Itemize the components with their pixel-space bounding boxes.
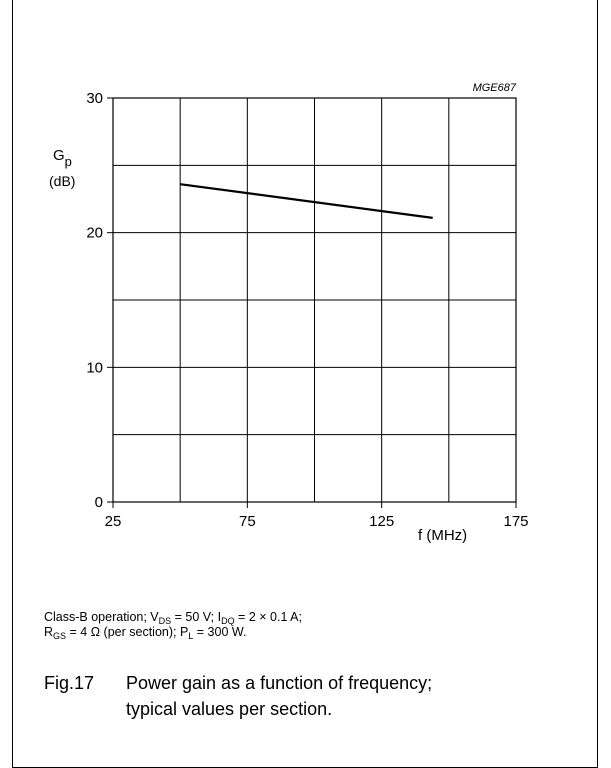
y-tick-label-30: 30 [86, 90, 103, 107]
chart-labels: MGE687 Gp (dB) f (MHz) [49, 82, 517, 544]
x-axis-label: f (MHz) [418, 527, 467, 544]
cond1-a-sub: DS [158, 616, 172, 626]
series-line-0 [180, 183, 433, 219]
x-tick-label-75: 75 [239, 513, 256, 530]
y-tick-label-20: 20 [86, 225, 103, 242]
cond1-b: = 50 V; I [171, 610, 222, 624]
conditions-line-1: Class-B operation; VDS = 50 V; IDQ = 2 ×… [44, 610, 302, 626]
x-tick-label-175: 175 [503, 513, 528, 530]
figure-number: Fig.17 [44, 673, 95, 693]
cond1-a: Class-B operation; V [44, 610, 159, 624]
y-axis-label-symbol: Gp [53, 147, 72, 169]
test-conditions: Class-B operation; VDS = 50 V; IDQ = 2 ×… [44, 610, 302, 641]
plot-border [112, 97, 517, 503]
chart-code: MGE687 [473, 82, 517, 94]
cond2-b: = 4 Ω (per section); P [66, 625, 189, 639]
y-axis-unit: (dB) [49, 173, 75, 189]
cond1-b-sub: DQ [221, 616, 235, 626]
chart-series [180, 183, 433, 219]
x-tick-label-25: 25 [105, 513, 122, 530]
chart-axes [107, 97, 517, 508]
cond2-a: R [44, 625, 54, 639]
conditions-line-2: RGS = 4 Ω (per section); PL = 300 W. [44, 625, 302, 641]
cond2-c: = 300 W. [193, 625, 247, 639]
y-axis-label-main: G [53, 147, 65, 164]
y-tick-label-10: 10 [86, 359, 103, 376]
figure-caption: Fig.17 Power gain as a function of freque… [44, 670, 432, 722]
caption-line-1: Power gain as a function of frequency; [126, 673, 433, 693]
caption-line-2: typical values per section. [126, 699, 333, 719]
y-axis-label-sub: p [65, 154, 72, 169]
cond2-a-sub: GS [53, 631, 67, 641]
chart-grid [112, 97, 517, 503]
cond1-c: = 2 × 0.1 A; [234, 610, 302, 624]
y-tick-label-0: 0 [95, 494, 103, 511]
x-tick-label-125: 125 [369, 513, 394, 530]
chart-tick-labels: 0 10 20 30 25 75 125 175 [86, 90, 528, 530]
cond2-b-sub: L [188, 631, 194, 641]
